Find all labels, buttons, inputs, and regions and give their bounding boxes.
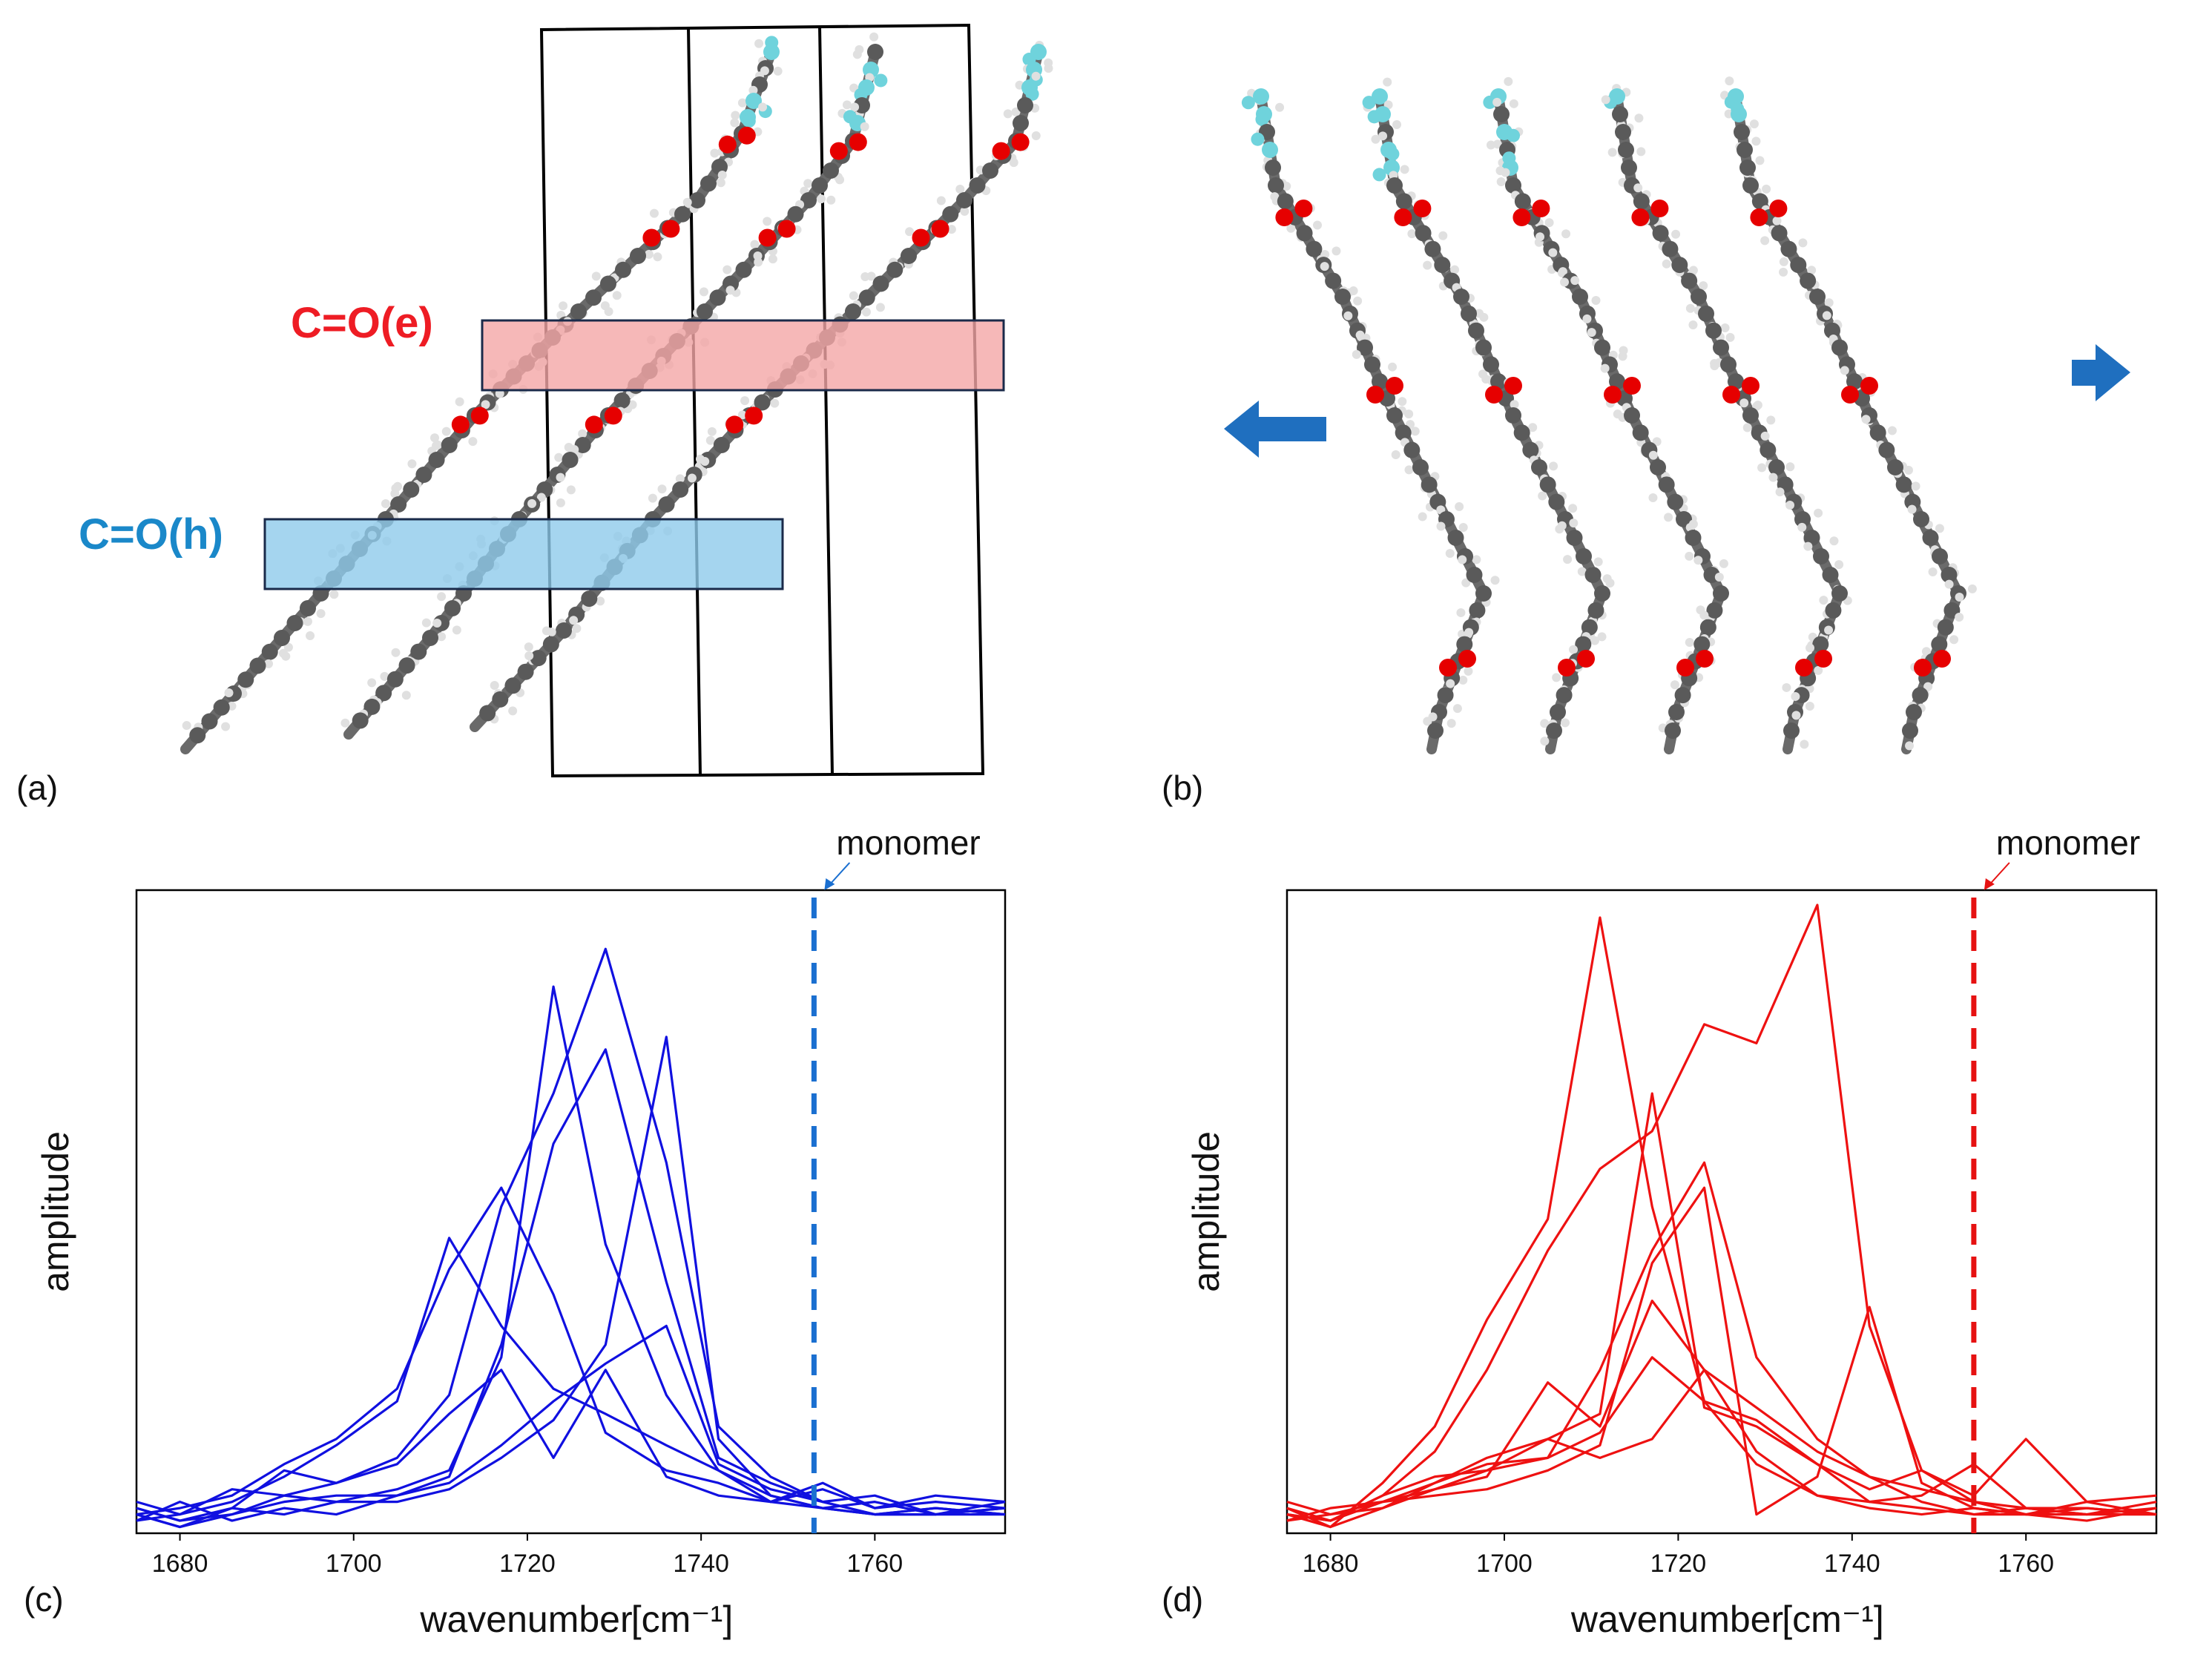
panel-label-c: (c) xyxy=(24,1580,64,1619)
x-tick-label-d-1680: 1680 xyxy=(1303,1550,1359,1578)
spectrum-line-c-2 xyxy=(136,947,1006,1522)
spectrum-line-d-7 xyxy=(1286,1356,2157,1529)
spectrum-line-d-8 xyxy=(1286,1369,2157,1522)
x-tick-label-c-1720: 1720 xyxy=(499,1550,556,1578)
x-axis-unit-c: [cm⁻¹] xyxy=(631,1599,733,1640)
y-axis-title-c: amplitude xyxy=(35,1131,76,1292)
head-carbonyl-band xyxy=(263,518,784,590)
panel-label-a: (a) xyxy=(16,768,58,807)
monomer-arrowhead-d xyxy=(1984,878,1995,890)
right-arrow-icon xyxy=(2072,344,2130,401)
spectrum-line-d-3 xyxy=(1286,1092,2156,1522)
x-axis-title-c: wavenumber xyxy=(419,1599,632,1640)
ester-carbonyl-band xyxy=(481,319,1005,392)
x-tick-label-d-1720: 1720 xyxy=(1650,1550,1707,1578)
molecule-chains-b xyxy=(1241,76,1977,754)
molecule-chain-b-5 xyxy=(1719,76,1977,754)
spectrum-line-c-3 xyxy=(136,1048,1006,1522)
spectrum-line-c-4 xyxy=(136,1186,1006,1516)
x-tick-label-c-1700: 1700 xyxy=(326,1550,382,1578)
panel-c-spectrum-head-carbonyl: (c) monomer 1680 1700 1720 1740 1760 wavenumbe… xyxy=(24,823,1007,1640)
panel-label-b: (b) xyxy=(1162,768,1203,807)
spectrum-line-c-7 xyxy=(136,1036,1005,1522)
head-carbonyl-label: C=O(h) xyxy=(79,510,223,559)
spectrum-line-d-1 xyxy=(1286,916,2157,1529)
panel-label-d: (d) xyxy=(1162,1580,1203,1619)
x-axis-title-d: wavenumber xyxy=(1570,1599,1783,1640)
left-arrow-icon xyxy=(1224,401,1326,458)
molecule-chain-a-1 xyxy=(180,36,783,754)
molecule-chain-b-4 xyxy=(1601,84,1852,754)
spectrum-line-d-4 xyxy=(1286,1161,2157,1522)
spectrum-line-c-1 xyxy=(136,985,1006,1529)
panel-d-spectrum-ester-carbonyl: (d) monomer 1680 1700 1720 1740 1760 wavenumbe… xyxy=(1162,823,2158,1640)
y-axis-title-d: amplitude xyxy=(1185,1131,1227,1292)
x-tick-label-d-1740: 1740 xyxy=(1824,1550,1880,1578)
molecule-chain-b-3 xyxy=(1483,76,1729,754)
spectrum-line-d-6 xyxy=(1286,1186,2157,1522)
x-tick-label-c-1740: 1740 xyxy=(673,1550,729,1578)
plot-frame-d xyxy=(1286,889,2158,1535)
x-tick-label-c-1680: 1680 xyxy=(152,1550,208,1578)
x-axis-unit-d: [cm⁻¹] xyxy=(1782,1599,1883,1640)
monomer-arrowhead-c xyxy=(824,878,835,890)
spectrum-line-c-5 xyxy=(136,1237,1006,1516)
spectrum-line-c-8 xyxy=(136,1369,1006,1522)
plot-frame-c xyxy=(135,889,1007,1535)
spectrum-line-d-2 xyxy=(1286,903,2157,1522)
molecule-chain-b-2 xyxy=(1362,77,1615,754)
monomer-label-d: monomer xyxy=(1996,823,2140,862)
x-tick-label-d-1700: 1700 xyxy=(1476,1550,1533,1578)
unit-cell-divider-2 xyxy=(818,26,834,775)
panel-b-molecular-layer: (b) xyxy=(1162,76,2130,807)
monomer-label-c: monomer xyxy=(836,823,980,862)
panel-a-molecular-crystal: C=O(e) C=O(h) (a) xyxy=(16,23,1053,807)
molecule-chain-b-1 xyxy=(1241,88,1500,754)
x-tick-label-c-1760: 1760 xyxy=(847,1550,903,1578)
x-tick-label-d-1760: 1760 xyxy=(1998,1550,2054,1578)
unit-cell-divider-1 xyxy=(687,27,702,776)
ester-carbonyl-label: C=O(e) xyxy=(291,299,433,347)
